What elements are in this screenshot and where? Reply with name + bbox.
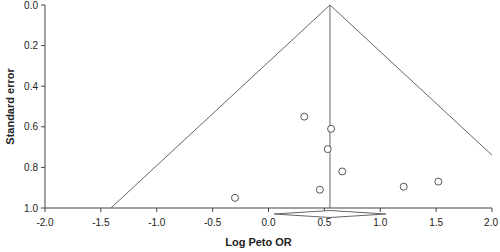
y-tick-label: 0.2 (24, 40, 38, 51)
x-tick-label: -0.5 (204, 217, 222, 228)
x-tick-label: 1.0 (373, 217, 387, 228)
x-axis-title: Log Peto OR (225, 236, 292, 248)
study-point (435, 178, 442, 185)
study-point (316, 186, 323, 193)
x-tick-label: 2.0 (484, 217, 498, 228)
y-tick-label: 0.8 (24, 162, 38, 173)
y-tick-label: 0.6 (24, 121, 38, 132)
pooled-line (329, 5, 330, 208)
plot-area (111, 5, 492, 208)
study-point (324, 146, 331, 153)
study-point (301, 113, 308, 120)
y-tick-label: 0.4 (24, 81, 38, 92)
pooled-diamond (274, 211, 386, 218)
x-tick (268, 208, 269, 212)
y-tick-label: 1.0 (24, 203, 38, 214)
funnel-line (330, 5, 492, 208)
y-axis-line (45, 5, 46, 208)
chart: 0.0 0.2 0.4 0.6 0.8 1.0 -2.0 -1.5 -1.0 -0.5 0.0 0.5… (0, 0, 500, 252)
x-tick (100, 208, 101, 212)
x-tick-label: 0.5 (317, 217, 331, 228)
x-tick (156, 208, 157, 212)
y-tick (41, 208, 45, 209)
x-tick-label: -2.0 (36, 217, 54, 228)
x-tick (436, 208, 437, 212)
x-tick (380, 208, 381, 212)
study-point (328, 125, 335, 132)
y-tick-label: 0.0 (24, 0, 38, 11)
x-tick-label: -1.5 (92, 217, 110, 228)
x-tick-label: 1.5 (429, 217, 443, 228)
y-tick (41, 167, 45, 168)
study-point (231, 194, 238, 201)
y-tick (41, 126, 45, 127)
y-tick (41, 45, 45, 46)
study-point (339, 168, 346, 175)
study-point (400, 183, 407, 190)
x-tick-label: -1.0 (148, 217, 166, 228)
x-tick (45, 208, 46, 212)
x-tick (492, 208, 493, 212)
funnel-line (111, 5, 330, 208)
y-tick (41, 86, 45, 87)
x-tick (212, 208, 213, 212)
y-axis-title: Standard error (4, 68, 16, 145)
x-tick-label: 0.0 (262, 217, 276, 228)
y-tick (41, 5, 45, 6)
